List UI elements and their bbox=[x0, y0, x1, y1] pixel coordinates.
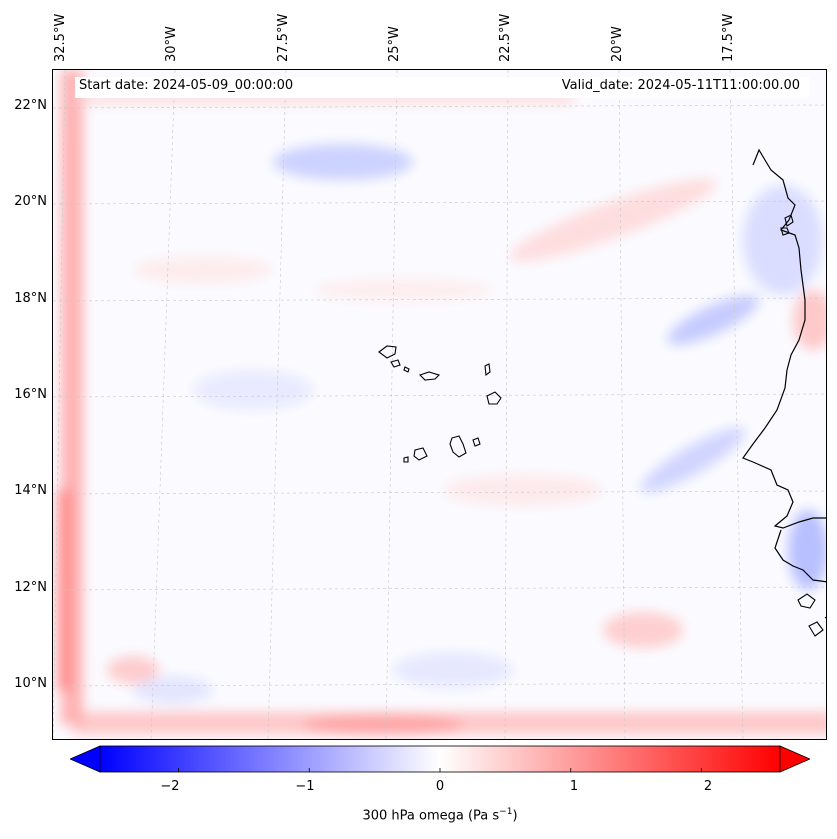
gridline-12n bbox=[53, 586, 826, 591]
lon-label-20w: 20°W bbox=[610, 26, 625, 62]
colorbar-tick-neg1: −1 bbox=[295, 779, 315, 794]
island-sao-vicente bbox=[390, 359, 401, 368]
island-brava bbox=[403, 456, 409, 463]
lon-label-17-5w: 17.5°W bbox=[721, 13, 736, 62]
lon-label-25w: 25°W bbox=[387, 26, 402, 62]
lat-label-16n: 16°N bbox=[14, 387, 47, 402]
lon-label-22-5w: 22.5°W bbox=[498, 13, 513, 62]
island-sao-nicolau bbox=[418, 371, 441, 381]
lon-label-27-5w: 27.5°W bbox=[276, 13, 291, 62]
island-boa-vista bbox=[486, 391, 502, 405]
coastline-inlet bbox=[780, 214, 794, 236]
colorbar-tick-1: 1 bbox=[569, 779, 579, 794]
red-patch-sw bbox=[107, 656, 159, 684]
gridline-16n bbox=[53, 393, 826, 398]
gridline-32-5w bbox=[53, 70, 66, 739]
blue-streak-1 bbox=[667, 295, 759, 345]
gridline-20n bbox=[53, 200, 826, 205]
colorbar-tick-0: 0 bbox=[435, 779, 445, 794]
red-patch-nw bbox=[133, 256, 273, 284]
start-date-label: Start date: 2024-05-09_00:00:00 bbox=[79, 78, 294, 93]
coastline-islands-south bbox=[797, 593, 826, 637]
coastline-guinea bbox=[774, 529, 826, 583]
colorbar-extend-min bbox=[70, 745, 101, 773]
gridline-20w bbox=[618, 70, 626, 739]
red-patch-coast bbox=[793, 290, 826, 350]
coastline-africa bbox=[742, 148, 826, 529]
lat-label-20n: 20°N bbox=[14, 194, 47, 209]
date-bar-bg bbox=[75, 77, 809, 98]
blue-patch-senegal bbox=[788, 510, 826, 590]
gridline-22-5w bbox=[504, 70, 509, 739]
blue-patch-coast bbox=[743, 185, 823, 295]
island-sal bbox=[484, 363, 491, 377]
colorbar bbox=[70, 745, 810, 773]
lat-label-10n: 10°N bbox=[14, 676, 47, 691]
colorbar-tick-neg2: −2 bbox=[160, 779, 180, 794]
gridline-25w bbox=[385, 70, 398, 739]
omega-patches bbox=[57, 70, 826, 735]
lat-label-18n: 18°N bbox=[14, 291, 47, 306]
lat-label-12n: 12°N bbox=[14, 580, 47, 595]
island-santa-luzia bbox=[403, 366, 410, 373]
colorbar-label-main: 300 hPa omega (Pa s bbox=[362, 808, 500, 824]
lat-label-22n: 22°N bbox=[14, 98, 47, 113]
blue-patch-north bbox=[273, 144, 413, 180]
omega-field bbox=[53, 70, 826, 739]
gridline-27-5w bbox=[267, 70, 287, 739]
island-maio bbox=[472, 437, 481, 447]
lat-label-14n: 14°N bbox=[14, 483, 47, 498]
boundary-core-west bbox=[57, 490, 71, 690]
lon-label-32-5w: 32.5°W bbox=[53, 13, 68, 62]
red-streak-north bbox=[509, 178, 717, 262]
red-patch-mid bbox=[313, 278, 493, 302]
south-max bbox=[303, 715, 463, 735]
blue-patch-west bbox=[193, 370, 313, 410]
colorbar-label-close: ) bbox=[512, 808, 518, 824]
lon-label-30w: 30°W bbox=[164, 26, 179, 62]
colorbar-label: 300 hPa omega (Pa s−1) bbox=[0, 807, 837, 823]
blue-streak-2 bbox=[640, 427, 746, 493]
gridline-22n bbox=[53, 104, 826, 109]
valid-date-label: Valid_date: 2024-05-11T11:00:00.00 bbox=[561, 78, 800, 93]
island-santiago bbox=[449, 435, 467, 458]
colorbar-tick-2: 2 bbox=[703, 779, 713, 794]
colorbar-label-exponent: −1 bbox=[499, 807, 513, 817]
red-patch-centre bbox=[443, 474, 603, 506]
gridline-14n bbox=[53, 490, 826, 495]
colorbar-ticks bbox=[178, 768, 702, 772]
island-santo-antao bbox=[378, 345, 397, 359]
island-fogo bbox=[413, 447, 428, 461]
graticule bbox=[53, 70, 826, 739]
gridline-17-5w bbox=[729, 70, 744, 739]
colorbar-extend-max bbox=[779, 745, 810, 773]
blue-patch-south bbox=[393, 652, 513, 688]
cabo-verde-islands bbox=[378, 345, 502, 463]
map-panel[interactable]: Start date: 2024-05-09_00:00:00 Valid_da… bbox=[52, 69, 827, 740]
gridline-30w bbox=[150, 70, 176, 739]
red-patch-south bbox=[603, 612, 683, 648]
